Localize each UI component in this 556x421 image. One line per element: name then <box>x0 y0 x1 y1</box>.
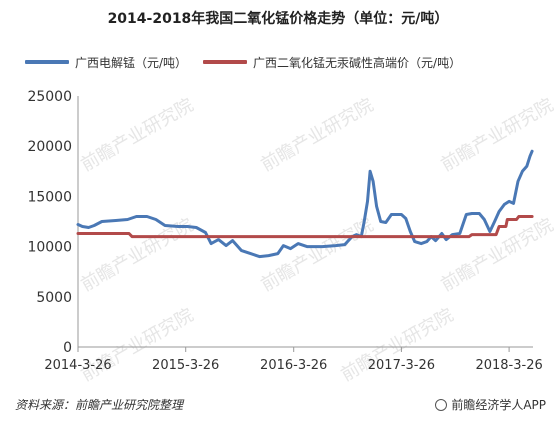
y-tick-label-4: 20000 <box>27 139 72 155</box>
watermark-7: 前瞻产业研究院 <box>337 305 457 386</box>
y-tick-label-2: 10000 <box>27 240 72 256</box>
x-tick-label-3: 2017-3-26 <box>368 358 435 373</box>
source-note: 资料来源：前瞻产业研究院整理 <box>15 398 184 412</box>
y-tick-label-1: 5000 <box>36 290 72 306</box>
legend-item-electrolytic-manganese: 广西电解锰（元/吨） <box>25 54 187 71</box>
axes: 0 5000 10000 15000 20000 25000 2014-3-26 2015-3… <box>27 89 542 373</box>
brand: 前瞻经济学人APP <box>435 396 546 413</box>
y-tick-label-0: 0 <box>63 340 72 356</box>
brand-label: 前瞻经济学人APP <box>451 398 546 412</box>
x-tick-label-0: 2014-3-26 <box>44 358 111 373</box>
x-tick-label-2: 2016-3-26 <box>260 358 327 373</box>
x-tick-label-1: 2015-3-26 <box>152 358 219 373</box>
series-lines <box>76 149 534 259</box>
watermark-6: 前瞻产业研究院 <box>77 305 197 386</box>
chart-title: 2014-2018年我国二氧化锰价格走势（单位：元/吨） <box>107 11 449 27</box>
legend-label-mno2-alkaline: 广西二氧化锰无汞碱性高端价（元/吨） <box>253 55 462 70</box>
watermark-0: 前瞻产业研究院 <box>77 95 197 176</box>
legend-swatch-blue <box>25 60 69 64</box>
watermark-1: 前瞻产业研究院 <box>257 95 377 176</box>
y-tick-label-5: 25000 <box>27 89 72 105</box>
watermark-2: 前瞻产业研究院 <box>437 95 556 176</box>
legend-item-mno2-alkaline: 广西二氧化锰无汞碱性高端价（元/吨） <box>203 54 461 71</box>
series-line-1 <box>76 215 534 239</box>
legend: 广西电解锰（元/吨） 广西二氧化锰无汞碱性高端价（元/吨） <box>25 52 461 72</box>
legend-label-electrolytic-manganese: 广西电解锰（元/吨） <box>75 55 188 70</box>
brand-logo-icon <box>435 398 448 411</box>
watermark-5: 前瞻产业研究院 <box>437 215 556 296</box>
series-line-0 <box>76 149 534 259</box>
legend-swatch-red <box>203 60 248 64</box>
x-tick-label-4: 2018-3-26 <box>475 358 542 373</box>
y-tick-label-3: 15000 <box>27 189 72 205</box>
